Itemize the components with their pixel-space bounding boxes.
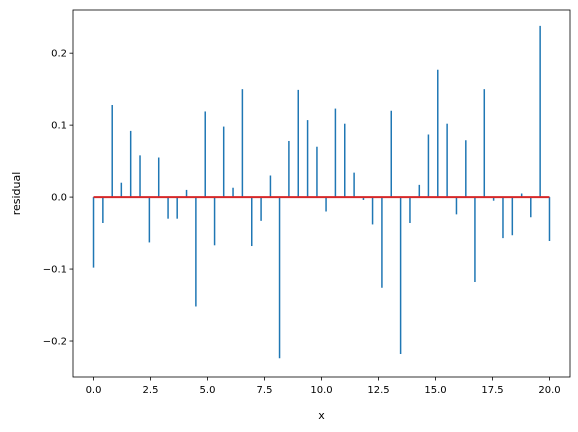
- x-tick-label: 2.5: [143, 385, 159, 396]
- x-tick-label: 0.0: [86, 385, 102, 396]
- y-tick-label: 0.0: [51, 193, 67, 204]
- x-tick-label: 7.5: [257, 385, 273, 396]
- x-tick-label: 5.0: [200, 385, 216, 396]
- x-tick-label: 12.5: [367, 385, 389, 396]
- y-axis-ticks: −0.2 −0.1 0.0 0.1 0.2: [43, 49, 73, 348]
- x-tick-label: 20.0: [538, 385, 560, 396]
- y-tick-label: −0.1: [43, 265, 67, 276]
- y-axis-label: residual: [10, 172, 23, 216]
- x-axis-ticks: 0.0 2.5 5.0 7.5 10.0 12.5 15.0 17.5 20.0: [86, 377, 561, 396]
- stem-lines: [92, 25, 551, 359]
- y-tick-label: −0.2: [43, 337, 67, 348]
- y-tick-label: 0.2: [51, 49, 67, 60]
- x-tick-label: 17.5: [481, 385, 503, 396]
- y-tick-label: 0.1: [51, 121, 67, 132]
- x-tick-label: 10.0: [310, 385, 332, 396]
- x-axis-label: x: [318, 409, 325, 422]
- x-tick-label: 15.0: [424, 385, 446, 396]
